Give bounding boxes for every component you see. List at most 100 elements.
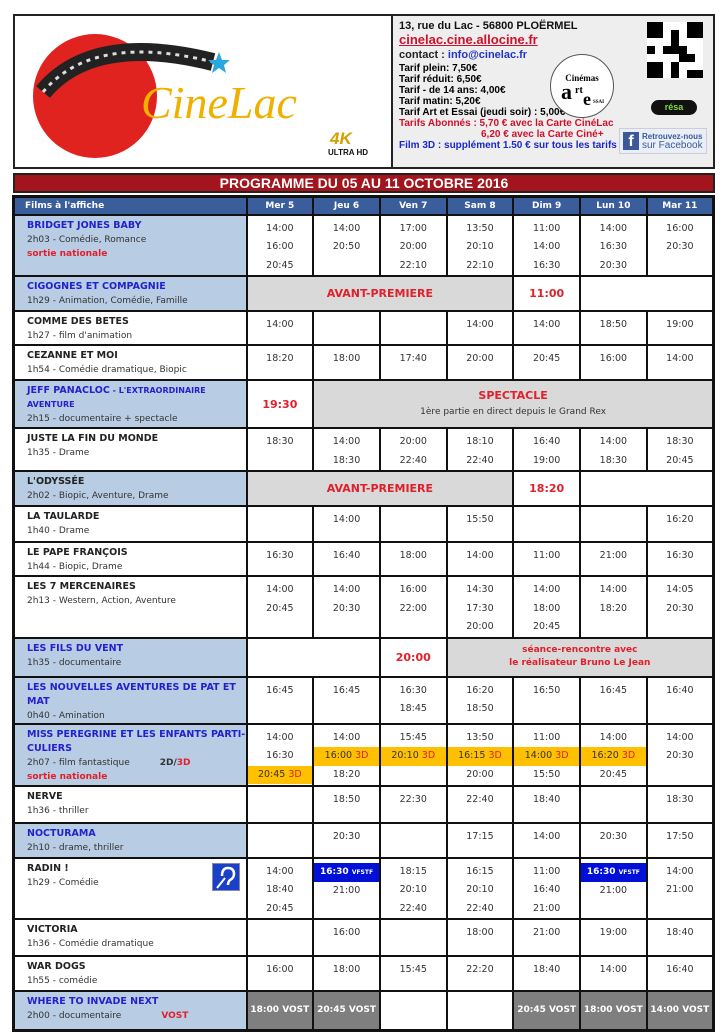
- showtime[interactable]: 20:45: [532, 353, 561, 364]
- film-info-cell[interactable]: JEFF PANACLOC - L'EXTRAORDINAIRE AVENTUR…: [12, 379, 248, 429]
- showtime[interactable]: 14:00: [599, 222, 628, 234]
- film-title[interactable]: BRIDGET JONES BABY: [27, 219, 246, 233]
- showtime[interactable]: 14:05: [666, 584, 694, 595]
- showtime[interactable]: 20:45: [266, 902, 294, 914]
- showtime[interactable]: 16:30: [399, 684, 427, 696]
- special-showtime-cell[interactable]: 11:00: [512, 275, 582, 312]
- showtime[interactable]: 16:40: [332, 550, 361, 561]
- showtime[interactable]: 22:00: [399, 602, 427, 614]
- special-showtime-cell[interactable]: 20:00: [378, 636, 448, 678]
- film-title[interactable]: LES FILS DU VENT: [27, 642, 246, 656]
- showtime[interactable]: 21:00: [532, 927, 561, 938]
- showtime[interactable]: 22:40: [399, 902, 427, 914]
- showtime[interactable]: 18:30: [266, 436, 294, 447]
- showtime[interactable]: 13:50: [466, 731, 494, 743]
- showtime[interactable]: 18:00: [466, 927, 494, 938]
- showtime[interactable]: 20:00: [466, 768, 494, 780]
- film-title[interactable]: COMME DES BETES: [27, 315, 246, 329]
- film-info-cell[interactable]: LES NOUVELLES AVENTURES DE PAT ET MAT 0h4…: [12, 675, 248, 725]
- vost-showtime-cell[interactable]: 14:00 VOST: [645, 990, 715, 1031]
- showtime[interactable]: 20:10: [466, 241, 494, 252]
- showtime[interactable]: 18:50: [332, 793, 361, 805]
- showtime[interactable]: 18:20: [599, 602, 628, 614]
- film-title[interactable]: LES 7 MERCENAIRES: [27, 580, 246, 594]
- showtime[interactable]: 14:00: [266, 319, 294, 330]
- showtime[interactable]: 16:20: [466, 684, 494, 696]
- showtime[interactable]: 18:00: [532, 602, 561, 614]
- showtime[interactable]: 17:30: [466, 602, 494, 614]
- showtime[interactable]: 20:50: [332, 241, 361, 252]
- event-cell[interactable]: AVANT-PREMIERE: [245, 470, 515, 507]
- film-info-cell[interactable]: VICTORIA 1h36 - Comédie dramatique: [12, 918, 248, 957]
- showtime[interactable]: 21:00: [532, 902, 561, 914]
- film-title[interactable]: JEFF PANACLOC - L'EXTRAORDINAIRE AVENTUR…: [27, 384, 246, 412]
- showtime[interactable]: 14:00: [599, 964, 628, 975]
- showtime[interactable]: 16:30: [666, 550, 694, 561]
- showtime[interactable]: 20:30: [332, 830, 361, 842]
- showtime[interactable]: 20:30: [666, 750, 694, 761]
- contact-email[interactable]: info@cinelac.fr: [447, 49, 528, 61]
- showtime[interactable]: 21:00: [599, 885, 628, 896]
- showtime-vfstf[interactable]: 16:30 VFSTF: [314, 862, 379, 882]
- showtime[interactable]: 22:40: [399, 454, 427, 466]
- showtime[interactable]: 16:50: [532, 684, 561, 696]
- showtime[interactable]: 14:00: [332, 222, 361, 234]
- showtime[interactable]: 16:30: [599, 241, 628, 252]
- film-title[interactable]: NOCTURAMA: [27, 827, 246, 841]
- film-info-cell[interactable]: WHERE TO INVADE NEXT 2h00 - documentaire V…: [12, 990, 248, 1031]
- facebook-link[interactable]: f Retrouvez-nous sur Facebook: [619, 128, 707, 154]
- film-info-cell[interactable]: RADIN ! 1h29 - Comédie: [12, 856, 248, 920]
- film-info-cell[interactable]: NERVE 1h36 - thriller: [12, 784, 248, 824]
- showtime[interactable]: 14:00: [266, 731, 294, 743]
- showtime[interactable]: 14:00: [599, 731, 628, 743]
- showtime[interactable]: 18:30: [666, 436, 694, 447]
- showtime[interactable]: 18:30: [599, 454, 628, 466]
- event-cell[interactable]: séance-rencontre avec le réalisateur Brun…: [445, 636, 715, 678]
- showtime[interactable]: 20:30: [599, 259, 628, 271]
- showtime[interactable]: 19:00: [666, 319, 694, 330]
- showtime[interactable]: 22:10: [466, 259, 494, 271]
- film-title[interactable]: JUSTE LA FIN DU MONDE: [27, 432, 246, 446]
- showtime[interactable]: 22:40: [466, 902, 494, 914]
- showtime[interactable]: 15:50: [532, 768, 561, 780]
- film-info-cell[interactable]: LE PAPE FRANÇOIS 1h44 - Biopic, Drame: [12, 541, 248, 577]
- film-title[interactable]: WHERE TO INVADE NEXT: [27, 995, 246, 1009]
- vost-showtime-cell[interactable]: 20:45 VOST: [512, 990, 582, 1031]
- showtime[interactable]: 22:40: [466, 793, 494, 805]
- showtime[interactable]: 22:10: [399, 259, 427, 271]
- showtime[interactable]: 13:50: [466, 222, 494, 234]
- film-title[interactable]: VICTORIA: [27, 923, 246, 937]
- showtime[interactable]: 20:30: [332, 602, 361, 614]
- showtime[interactable]: 20:00: [399, 241, 427, 252]
- showtime[interactable]: 16:00: [332, 927, 361, 938]
- showtime[interactable]: 20:00: [466, 621, 494, 632]
- showtime[interactable]: 16:45: [599, 684, 628, 696]
- showtime[interactable]: 14:00: [466, 319, 494, 330]
- showtime[interactable]: 14:00: [532, 584, 561, 595]
- showtime[interactable]: 17:50: [666, 830, 694, 842]
- showtime[interactable]: 18:40: [266, 884, 294, 895]
- film-title[interactable]: CIGOGNES ET COMPAGNIE: [27, 280, 246, 294]
- film-title[interactable]: LES NOUVELLES AVENTURES DE PAT ET MAT: [27, 681, 246, 709]
- showtime[interactable]: 15:50: [466, 514, 494, 525]
- showtime[interactable]: 14:00: [266, 584, 294, 595]
- showtime-3d[interactable]: 20:10 3D: [380, 747, 446, 766]
- film-info-cell[interactable]: COMME DES BETES 1h27 - film d'animation: [12, 310, 248, 346]
- showtime[interactable]: 11:00: [532, 550, 561, 561]
- showtime[interactable]: 21:00: [666, 884, 694, 895]
- resa-button[interactable]: résa: [651, 100, 697, 115]
- showtime[interactable]: 21:00: [332, 885, 361, 896]
- showtime[interactable]: 18:20: [332, 768, 361, 780]
- showtime[interactable]: 16:00: [666, 222, 694, 234]
- showtime[interactable]: 20:00: [466, 353, 494, 364]
- website-link[interactable]: cinelac.cine.allocine.fr: [399, 32, 538, 47]
- showtime[interactable]: 16:40: [666, 684, 694, 696]
- showtime[interactable]: 20:30: [666, 602, 694, 614]
- showtime[interactable]: 20:00: [399, 436, 427, 447]
- showtime[interactable]: 17:15: [466, 830, 494, 842]
- showtime[interactable]: 18:20: [266, 353, 294, 364]
- showtime[interactable]: 18:40: [532, 793, 561, 805]
- film-info-cell[interactable]: WAR DOGS 1h55 - comédie: [12, 955, 248, 992]
- vost-showtime-cell[interactable]: 20:45 VOST: [312, 990, 381, 1031]
- showtime[interactable]: 11:00: [532, 865, 561, 877]
